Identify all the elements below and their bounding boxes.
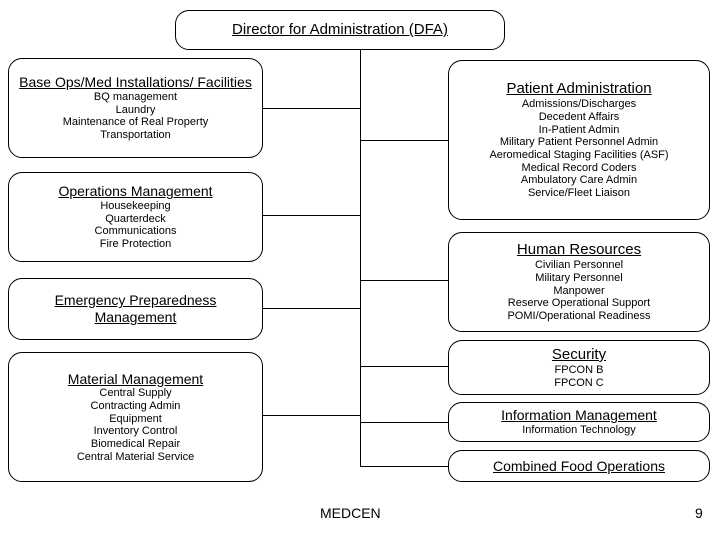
node-title: Base Ops/Med Installations/ Facilities xyxy=(15,74,256,91)
node-items: HousekeepingQuarterdeckCommunicationsFir… xyxy=(15,200,256,251)
node-item: Maintenance of Real Property xyxy=(15,116,256,129)
node-item: Service/Fleet Liaison xyxy=(455,187,703,200)
node-items: BQ managementLaundryMaintenance of Real … xyxy=(15,91,256,142)
node-item: Quarterdeck xyxy=(15,213,256,226)
node-item: Information Technology xyxy=(455,424,703,437)
page-number: 9 xyxy=(695,505,703,521)
edge-horizontal xyxy=(360,422,448,423)
node-items: Civilian PersonnelMilitary PersonnelManp… xyxy=(455,259,703,322)
root-title: Director for Administration (DFA) xyxy=(182,21,498,39)
node-item: Contracting Admin xyxy=(15,400,256,413)
node-item: FPCON B xyxy=(455,364,703,377)
node-items: Central SupplyContracting AdminEquipment… xyxy=(15,387,256,463)
node-item: POMI/Operational Readiness xyxy=(455,310,703,323)
node-item: Reserve Operational Support xyxy=(455,297,703,310)
node-item: FPCON C xyxy=(455,377,703,390)
node-item: In-Patient Admin xyxy=(455,124,703,137)
node-item: Admissions/Discharges xyxy=(455,98,703,111)
edge-horizontal xyxy=(263,308,360,309)
left-node-material: Material ManagementCentral SupplyContrac… xyxy=(8,352,263,482)
edge-horizontal xyxy=(263,415,360,416)
node-item: Civilian Personnel xyxy=(455,259,703,272)
node-title: Human Resources xyxy=(455,241,703,259)
node-title: Patient Administration xyxy=(455,80,703,98)
node-item: Housekeeping xyxy=(15,200,256,213)
node-item: Military Personnel xyxy=(455,272,703,285)
node-item: Communications xyxy=(15,225,256,238)
node-item: Equipment xyxy=(15,413,256,426)
node-title: Information Management xyxy=(455,407,703,424)
left-node-ops-mgmt: Operations ManagementHousekeepingQuarter… xyxy=(8,172,263,262)
right-node-security: SecurityFPCON BFPCON C xyxy=(448,340,710,395)
root-node: Director for Administration (DFA) xyxy=(175,10,505,50)
edge-horizontal xyxy=(263,215,360,216)
node-item: Transportation xyxy=(15,129,256,142)
left-node-base-ops: Base Ops/Med Installations/ FacilitiesBQ… xyxy=(8,58,263,158)
right-node-info-mgmt: Information ManagementInformation Techno… xyxy=(448,402,710,442)
node-items: Admissions/DischargesDecedent AffairsIn-… xyxy=(455,98,703,199)
right-node-food-ops: Combined Food Operations xyxy=(448,450,710,482)
node-item: Decedent Affairs xyxy=(455,111,703,124)
edge-horizontal xyxy=(360,280,448,281)
node-items: Information Technology xyxy=(455,424,703,437)
node-item: Ambulatory Care Admin xyxy=(455,174,703,187)
node-item: Central Supply xyxy=(15,387,256,400)
node-item: Aeromedical Staging Facilities (ASF) xyxy=(455,149,703,162)
node-title: Combined Food Operations xyxy=(455,458,703,475)
node-item: BQ management xyxy=(15,91,256,104)
right-node-hr: Human ResourcesCivilian PersonnelMilitar… xyxy=(448,232,710,332)
right-node-patient-admin: Patient AdministrationAdmissions/Dischar… xyxy=(448,60,710,220)
footer-left-label: MEDCEN xyxy=(320,505,381,521)
edge-horizontal xyxy=(360,366,448,367)
node-item: Central Material Service xyxy=(15,451,256,464)
edge-horizontal xyxy=(360,140,448,141)
node-item: Biomedical Repair xyxy=(15,438,256,451)
edge-horizontal xyxy=(263,108,360,109)
edge-horizontal xyxy=(360,466,448,467)
node-item: Fire Protection xyxy=(15,238,256,251)
node-item: Manpower xyxy=(455,285,703,298)
node-item: Medical Record Coders xyxy=(455,162,703,175)
node-title: Operations Management xyxy=(15,183,256,200)
node-item: Military Patient Personnel Admin xyxy=(455,136,703,149)
node-title: Emergency Preparedness Management xyxy=(15,292,256,326)
node-item: Inventory Control xyxy=(15,425,256,438)
node-item: Laundry xyxy=(15,104,256,117)
left-node-emergency: Emergency Preparedness Management xyxy=(8,278,263,340)
node-items: FPCON BFPCON C xyxy=(455,364,703,389)
edge-vertical xyxy=(360,50,361,466)
node-title: Material Management xyxy=(15,371,256,388)
node-title: Security xyxy=(455,346,703,364)
